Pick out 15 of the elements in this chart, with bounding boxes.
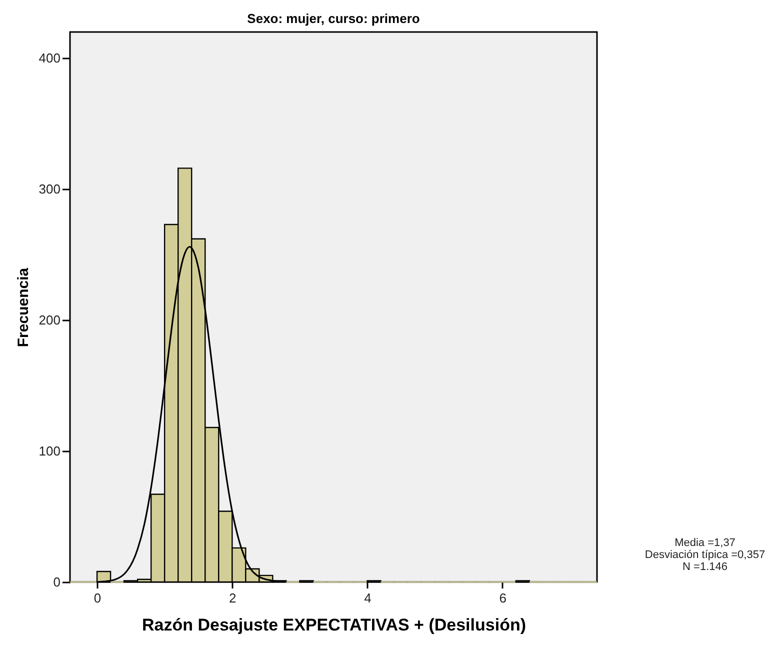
text: N =1.146: [682, 561, 728, 573]
x-tick-label: 0: [94, 590, 102, 606]
chart-title: Sexo: mujer, curso: primero: [247, 11, 420, 26]
x-tick-label: 6: [499, 590, 507, 606]
y-tick-label: 200: [38, 312, 60, 328]
x-axis-title: Razón Desajuste EXPECTATIVAS + (Desilusión): [142, 616, 526, 634]
text: Media =1,37: [674, 537, 736, 549]
y-tick-label: 100: [38, 444, 60, 459]
y-axis-title: Frecuencia: [14, 267, 32, 348]
y-tick-label: 0: [53, 574, 60, 590]
y-tick-label: 300: [38, 182, 60, 197]
x-tick-label: 4: [364, 590, 372, 606]
x-tick-label: 2: [229, 590, 236, 606]
y-tick-label: 400: [38, 50, 60, 66]
text: Desviación típica =0,357: [644, 549, 766, 561]
